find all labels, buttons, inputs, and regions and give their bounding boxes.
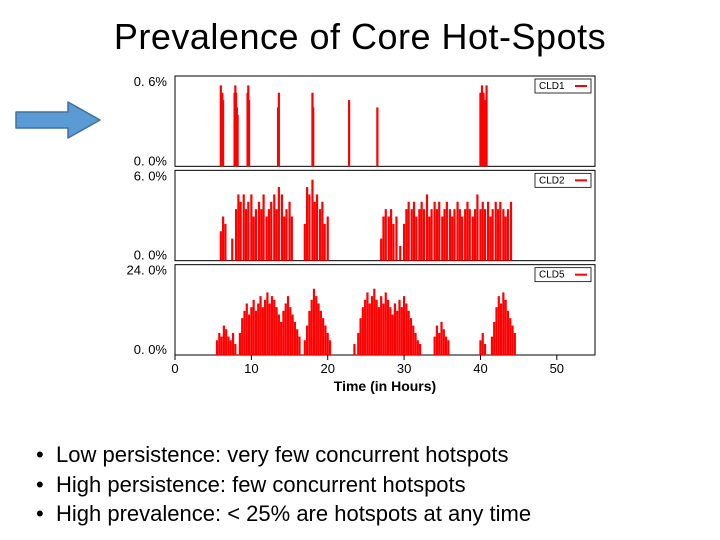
bullet-text: High prevalence: < 25% are hotspots at a… bbox=[56, 499, 531, 529]
svg-text:CLD1: CLD1 bbox=[539, 81, 565, 92]
svg-text:0. 0%: 0. 0% bbox=[134, 342, 168, 357]
svg-text:Time (in Hours): Time (in Hours) bbox=[334, 378, 436, 394]
svg-text:CLD2: CLD2 bbox=[539, 175, 565, 186]
svg-text:CLD5: CLD5 bbox=[539, 270, 565, 281]
svg-text:0. 0%: 0. 0% bbox=[134, 153, 168, 168]
svg-text:6. 0%: 6. 0% bbox=[134, 168, 168, 183]
svg-text:0. 0%: 0. 0% bbox=[134, 248, 168, 263]
svg-text:10: 10 bbox=[244, 361, 258, 376]
svg-text:20: 20 bbox=[320, 361, 334, 376]
svg-text:24. 0%: 24. 0% bbox=[127, 263, 168, 278]
bullet-dot: • bbox=[36, 440, 56, 470]
svg-text:40: 40 bbox=[473, 361, 487, 376]
hotspot-chart: 0. 6%0. 0%CLD16. 0%0. 0%CLD224. 0%0. 0%C… bbox=[90, 72, 630, 397]
svg-text:30: 30 bbox=[397, 361, 411, 376]
slide-title: Prevalence of Core Hot-Spots bbox=[0, 16, 720, 58]
bullet-dot: • bbox=[36, 470, 56, 500]
svg-text:50: 50 bbox=[550, 361, 564, 376]
bullet-dot: • bbox=[36, 499, 56, 529]
svg-text:0: 0 bbox=[171, 361, 178, 376]
callout-arrow bbox=[12, 100, 102, 140]
bullet-list: •Low persistence: very few concurrent ho… bbox=[36, 440, 531, 529]
bullet-text: High persistence: few concurrent hotspot… bbox=[56, 470, 466, 500]
bullet-text: Low persistence: very few concurrent hot… bbox=[56, 440, 508, 470]
svg-text:0. 6%: 0. 6% bbox=[134, 74, 168, 89]
